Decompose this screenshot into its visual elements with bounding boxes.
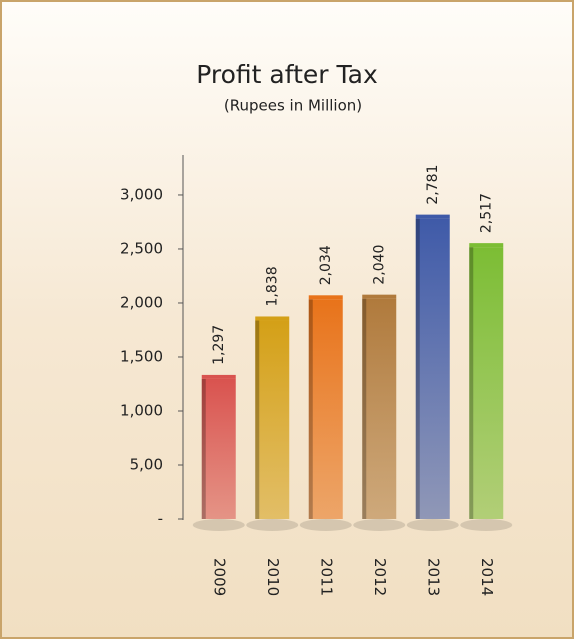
y-tick-label: 2,500 — [120, 239, 163, 257]
bar-side — [415, 218, 420, 519]
y-tick-label: 1,000 — [120, 401, 163, 419]
bar-side — [308, 299, 313, 519]
y-tick-label: 2,000 — [120, 293, 163, 311]
bar-shadow — [246, 519, 299, 531]
bar-shadow — [353, 519, 406, 531]
chart-subtitle: (Rupees in Million) — [224, 97, 362, 115]
y-tick-label: 1,500 — [120, 347, 163, 365]
bar-side — [362, 298, 367, 519]
bar — [362, 298, 397, 519]
value-label: 1,297 — [211, 325, 227, 365]
bar-side — [469, 247, 474, 519]
bar-top — [469, 243, 504, 248]
value-label: 2,040 — [371, 245, 387, 285]
value-label: 2,034 — [318, 245, 334, 285]
x-tick-label: 2010 — [264, 558, 282, 596]
y-tick-label: 5,00 — [130, 455, 163, 473]
x-tick-label: 2014 — [478, 558, 496, 596]
bar-side — [201, 378, 206, 519]
bar — [415, 218, 450, 519]
y-tick-label: - — [158, 510, 163, 528]
bar — [469, 247, 504, 519]
bar — [308, 299, 343, 519]
chart-title: Profit after Tax — [196, 60, 378, 89]
bar — [255, 320, 290, 519]
bar-top — [201, 374, 236, 379]
bar-top — [415, 214, 450, 219]
value-label: 2,517 — [478, 193, 494, 233]
bar-shadow — [299, 519, 352, 531]
value-label: 1,838 — [264, 266, 280, 306]
bar-shadow — [460, 519, 513, 531]
x-tick-label: 2009 — [210, 558, 228, 596]
bar — [201, 378, 236, 519]
bar-top — [362, 294, 397, 299]
bar-shadow — [192, 519, 245, 531]
x-tick-label: 2012 — [371, 558, 389, 596]
bar-shadow — [406, 519, 459, 531]
x-tick-label: 2011 — [317, 558, 335, 596]
x-tick-label: 2013 — [424, 558, 442, 596]
value-label: 2,781 — [425, 165, 441, 205]
bar-side — [255, 320, 260, 519]
bar-top — [308, 295, 343, 300]
bar-top — [255, 316, 290, 321]
y-tick-label: 3,000 — [120, 185, 163, 203]
